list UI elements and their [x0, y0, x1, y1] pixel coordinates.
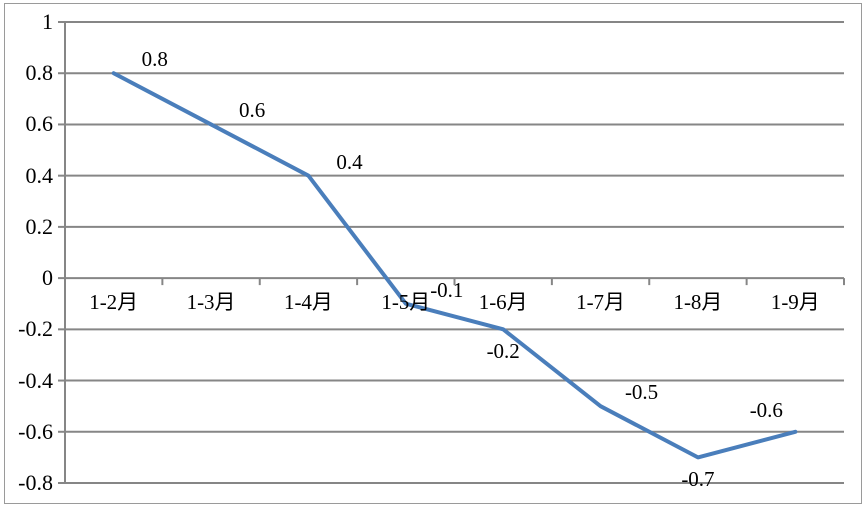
y-tick-label: -0.4 — [18, 367, 53, 393]
y-tick-label: -0.6 — [18, 418, 53, 444]
y-tick-label: 0.6 — [25, 111, 54, 137]
x-category-label: 1-9月 — [770, 290, 820, 315]
y-tick-label: 0 — [42, 265, 53, 291]
data-label: -0.2 — [486, 339, 520, 364]
x-category-label: 1-7月 — [576, 290, 626, 315]
series-line — [111, 71, 798, 460]
data-label: 0.4 — [336, 149, 363, 174]
y-tick-label: 0.2 — [25, 213, 54, 239]
x-category-label: 1-5月 — [381, 290, 431, 315]
gridlines — [65, 21, 844, 484]
y-tick-label: -0.8 — [18, 470, 53, 495]
data-label: 0.8 — [141, 47, 168, 72]
y-tick-label: 1 — [42, 9, 53, 34]
x-category-label: 1-6月 — [478, 290, 528, 315]
y-tick-label: 0.8 — [25, 60, 54, 86]
data-label: 0.6 — [238, 98, 266, 123]
data-label: -0.6 — [749, 397, 783, 422]
axis-tick-marks — [58, 21, 845, 484]
data-label: -0.7 — [681, 467, 715, 492]
data-label: -0.1 — [430, 277, 464, 302]
x-category-label: 1-8月 — [673, 290, 723, 315]
x-category-label: 1-2月 — [89, 290, 139, 315]
data-series-line — [111, 71, 798, 460]
x-category-label: 1-3月 — [186, 290, 236, 315]
y-tick-label: 0.4 — [25, 162, 54, 188]
data-label: -0.5 — [624, 380, 659, 405]
x-category-label: 1-4月 — [283, 290, 333, 315]
chart-frame-border — [4, 3, 862, 504]
y-tick-label: -0.2 — [18, 316, 53, 342]
